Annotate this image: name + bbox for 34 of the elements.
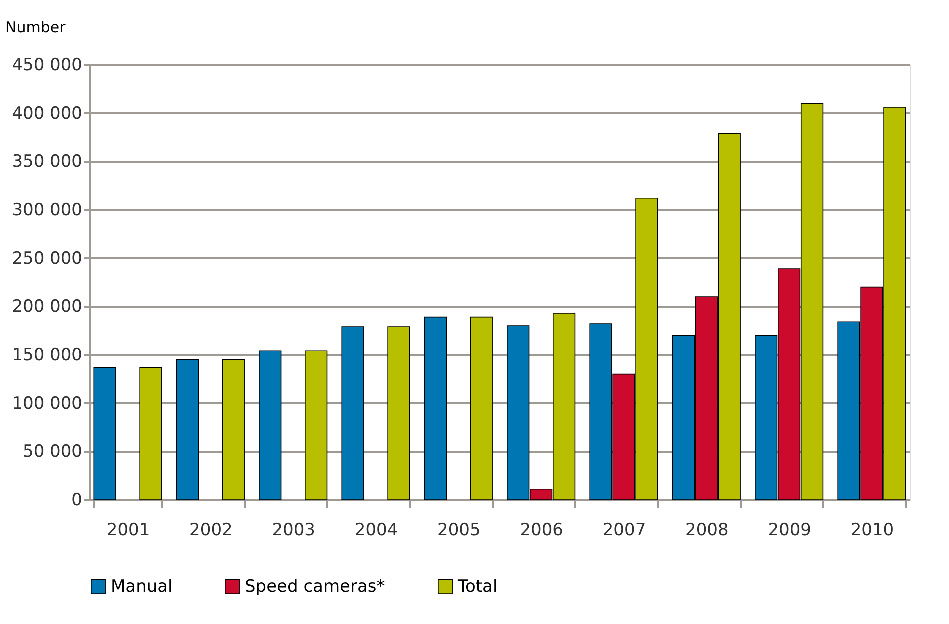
x-tick-label: 2003	[272, 520, 316, 540]
y-tick-label: 200 000	[12, 297, 82, 318]
y-tick-label: 300 000	[12, 200, 82, 220]
x-tick-label: 2001	[106, 520, 150, 540]
bar	[424, 316, 448, 500]
x-tick-label: 2004	[354, 520, 398, 540]
x-tick-label: 2005	[438, 520, 481, 540]
bar	[342, 326, 364, 500]
y-tick-label: 0	[72, 490, 82, 510]
legend-label: Manual	[111, 576, 173, 597]
y-tick-label: 50 000	[23, 442, 82, 462]
y-tick-label: 250 000	[12, 248, 82, 269]
legend-label: Total	[457, 576, 498, 597]
x-tick-label: 2009	[768, 520, 812, 540]
y-tick-label: 150 000	[12, 346, 82, 366]
y-tick-label: 100 000	[12, 394, 82, 414]
x-tick-label: 2010	[850, 520, 894, 540]
y-tick-label: 400 000	[12, 104, 82, 124]
x-tick-label: 2002	[190, 520, 233, 540]
bar	[470, 316, 493, 500]
y-tick-label: 350 000	[12, 152, 82, 172]
bar	[94, 367, 116, 500]
y-axis-title: Number	[6, 18, 67, 36]
legend-label: Speed cameras*	[245, 576, 386, 597]
x-tick-label: 2006	[520, 520, 564, 540]
bar	[259, 350, 282, 500]
bar	[305, 350, 328, 500]
bar	[222, 359, 245, 500]
x-tick-label: 2007	[602, 520, 646, 540]
bar	[176, 359, 200, 500]
bar	[140, 367, 162, 500]
bar	[388, 326, 410, 500]
x-tick-label: 2008	[686, 520, 729, 540]
y-tick-label: 450 000	[12, 56, 82, 76]
